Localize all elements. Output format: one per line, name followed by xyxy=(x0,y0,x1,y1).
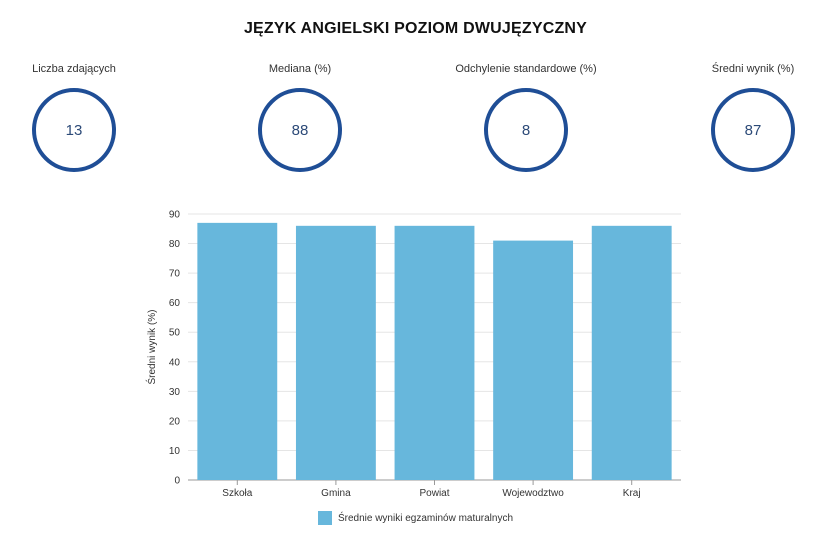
x-tick-label: Kraj xyxy=(623,488,641,499)
y-tick-label: 20 xyxy=(169,416,181,427)
bar-gmina xyxy=(295,225,376,480)
x-tick-label: Wojewodztwo xyxy=(502,488,564,499)
bar-kraj xyxy=(591,225,672,480)
stat-label: Mediana (%) xyxy=(268,63,332,75)
bar-szkoła xyxy=(197,222,278,480)
stat-label: Średni wynik (%) xyxy=(711,63,795,75)
stat-ring: 8 xyxy=(484,88,568,172)
stat-liczba-zdajacych: Liczba zdających 13 xyxy=(0,62,164,172)
legend-swatch xyxy=(317,511,332,525)
stat-sredni-wynik: Średni wynik (%) 87 xyxy=(663,62,831,172)
y-tick-label: 80 xyxy=(169,239,181,250)
x-tick-label: Gmina xyxy=(321,488,351,499)
y-tick-label: 30 xyxy=(169,387,181,398)
page-title: JĘZYK ANGIELSKI POZIOM DWUJĘZYCZNY xyxy=(243,20,588,37)
y-tick-label: 10 xyxy=(169,446,181,457)
stat-mediana: Mediana (%) 88 xyxy=(210,62,390,172)
stat-ring: 13 xyxy=(32,88,116,172)
y-tick-label: 40 xyxy=(169,357,181,368)
bar-powiat xyxy=(394,225,475,480)
legend-label: Średnie wyniki egzaminów maturalnych xyxy=(337,512,514,524)
stat-ring: 87 xyxy=(711,88,795,172)
y-tick-label: 60 xyxy=(169,298,181,309)
stat-label: Liczba zdających xyxy=(32,63,116,75)
y-tick-label: 90 xyxy=(169,210,181,221)
y-tick-label: 50 xyxy=(169,328,181,339)
y-tick-label: 70 xyxy=(169,269,181,280)
x-tick-label: Szkoła xyxy=(222,488,252,499)
y-axis-label: Średni wynik (%) xyxy=(145,309,158,384)
y-tick-label: 0 xyxy=(174,476,180,487)
stat-label: Odchylenie standardowe (%) xyxy=(455,63,597,75)
stat-ring: 88 xyxy=(258,88,342,172)
stat-odchylenie: Odchylenie standardowe (%) 8 xyxy=(436,62,616,172)
bar-wojewodztwo xyxy=(493,240,574,480)
x-tick-label: Powiat xyxy=(419,488,449,499)
chart-legend[interactable]: Średnie wyniki egzaminów maturalnych xyxy=(0,511,831,525)
